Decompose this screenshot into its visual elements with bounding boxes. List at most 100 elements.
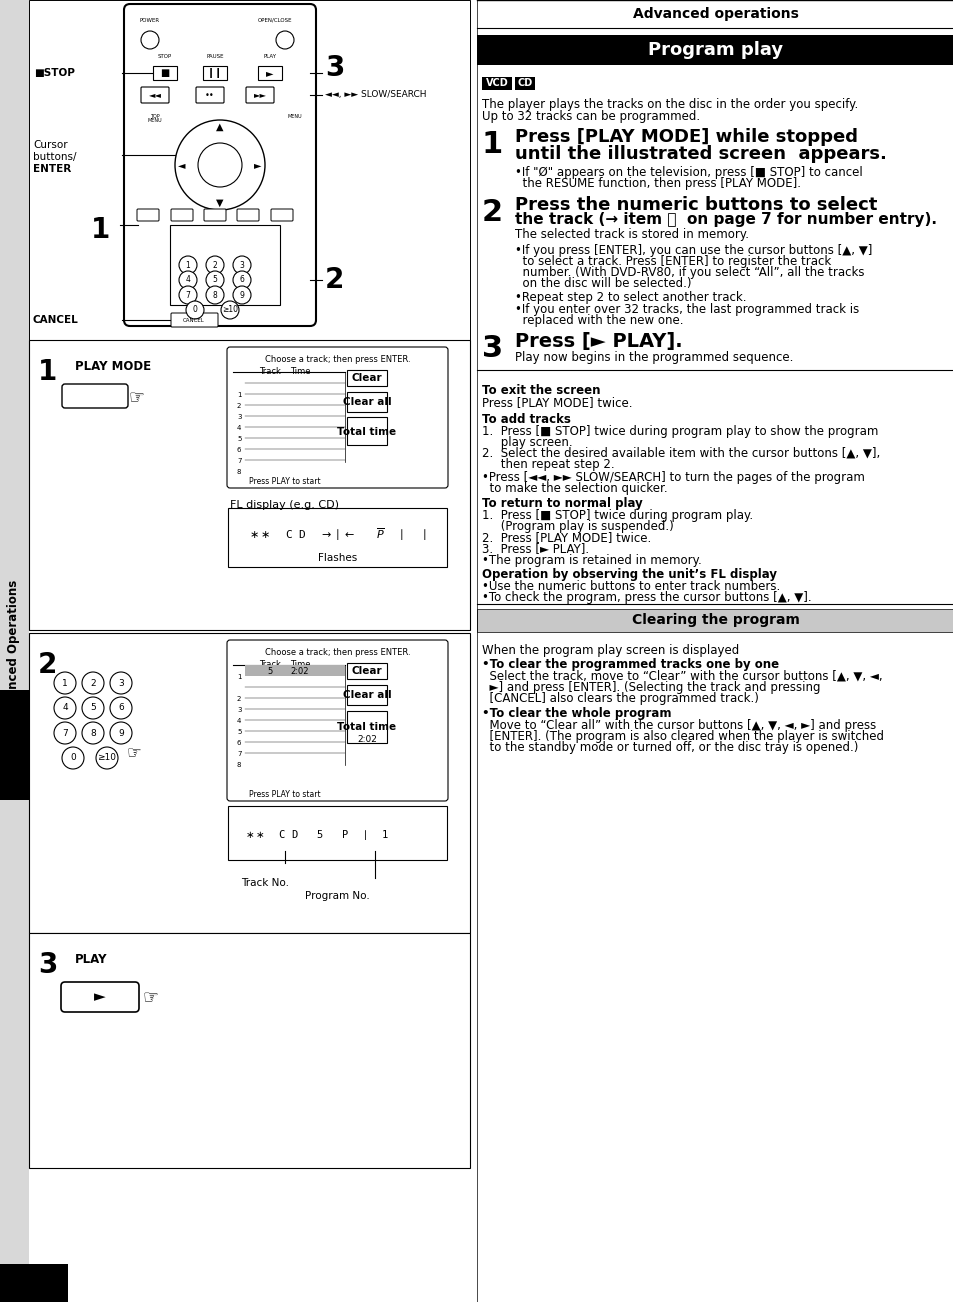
Text: ❙❙: ❙❙: [207, 68, 223, 78]
Circle shape: [141, 31, 159, 49]
FancyBboxPatch shape: [228, 806, 447, 861]
Text: When the program play screen is displayed: When the program play screen is displaye…: [481, 644, 739, 658]
Text: 1.  Press [■ STOP] twice during program play to show the program: 1. Press [■ STOP] twice during program p…: [481, 424, 878, 437]
Text: ▲: ▲: [216, 122, 224, 132]
Text: 3: 3: [481, 335, 502, 363]
Text: to select a track. Press [ENTER] to register the track: to select a track. Press [ENTER] to regi…: [515, 255, 830, 268]
Text: 9: 9: [239, 290, 244, 299]
Bar: [29, 934, 470, 1168]
Text: ■STOP: ■STOP: [34, 68, 74, 78]
Text: Play now begins in the programmed sequence.: Play now begins in the programmed sequen…: [515, 352, 793, 365]
Text: 5: 5: [267, 667, 273, 676]
Circle shape: [233, 286, 251, 303]
Text: [CANCEL] also clears the programmed track.): [CANCEL] also clears the programmed trac…: [481, 691, 758, 704]
Text: Time: Time: [290, 367, 310, 376]
Text: PAUSE: PAUSE: [206, 53, 224, 59]
Text: Move to “Clear all” with the cursor buttons [▲, ▼, ◄, ►] and press: Move to “Clear all” with the cursor butt…: [481, 719, 876, 732]
Text: 6: 6: [236, 740, 241, 746]
Text: PLAY: PLAY: [75, 953, 108, 966]
Text: Choose a track; then press ENTER.: Choose a track; then press ENTER.: [264, 355, 410, 365]
FancyBboxPatch shape: [246, 87, 274, 103]
Text: To exit the screen: To exit the screen: [481, 384, 599, 397]
Text: Track: Track: [259, 367, 280, 376]
Text: 2.  Select the desired available item with the cursor buttons [▲, ▼],: 2. Select the desired available item wit…: [481, 447, 880, 460]
Bar: [515, 77, 535, 90]
Text: •To clear the whole program: •To clear the whole program: [481, 707, 671, 720]
Text: ☞: ☞: [128, 388, 144, 406]
Text: Time: Time: [290, 660, 310, 669]
Text: 7: 7: [186, 290, 191, 299]
FancyBboxPatch shape: [347, 663, 387, 680]
Text: 1: 1: [186, 260, 191, 270]
Circle shape: [54, 697, 76, 719]
Text: 1: 1: [481, 130, 503, 159]
Circle shape: [206, 286, 224, 303]
Text: 3: 3: [118, 678, 124, 687]
Circle shape: [54, 723, 76, 743]
Bar: [476, 35, 953, 65]
FancyBboxPatch shape: [228, 508, 447, 566]
FancyBboxPatch shape: [203, 66, 227, 79]
Text: $\ast\ast$  C D  $\rightarrow\mid\leftarrow$   $\overline{P}$  $\mid$  $\mid$: $\ast\ast$ C D $\rightarrow\mid\leftarro…: [248, 526, 426, 543]
Bar: [29, 0, 470, 340]
Text: ▼: ▼: [216, 198, 224, 208]
Text: ☞: ☞: [127, 743, 142, 762]
Circle shape: [206, 256, 224, 273]
Circle shape: [110, 697, 132, 719]
Text: The selected track is stored in memory.: The selected track is stored in memory.: [515, 228, 748, 241]
Text: Advanced operations: Advanced operations: [632, 7, 798, 21]
Text: 8: 8: [236, 469, 241, 475]
Bar: [481, 77, 512, 90]
Text: 3: 3: [236, 707, 241, 713]
FancyBboxPatch shape: [152, 66, 177, 79]
FancyBboxPatch shape: [61, 982, 139, 1012]
Text: ◄◄, ►► SLOW/SEARCH: ◄◄, ►► SLOW/SEARCH: [325, 91, 426, 99]
Text: the track (→ item ⓐ  on page 7 for number entry).: the track (→ item ⓐ on page 7 for number…: [515, 212, 936, 227]
Text: 1.  Press [■ STOP] twice during program play.: 1. Press [■ STOP] twice during program p…: [481, 509, 752, 522]
Text: 1: 1: [236, 392, 241, 398]
Circle shape: [54, 672, 76, 694]
Text: Choose a track; then press ENTER.: Choose a track; then press ENTER.: [264, 648, 410, 658]
Circle shape: [275, 31, 294, 49]
Text: 3: 3: [236, 414, 241, 421]
Text: CD: CD: [517, 78, 532, 89]
Circle shape: [233, 271, 251, 289]
Text: 5: 5: [90, 703, 95, 712]
Text: Clearing the program: Clearing the program: [631, 613, 799, 628]
Text: Clear: Clear: [352, 667, 382, 676]
Circle shape: [179, 286, 196, 303]
Text: 0: 0: [71, 754, 76, 763]
Text: 6: 6: [239, 276, 244, 285]
Text: on the disc will be selected.): on the disc will be selected.): [515, 277, 691, 290]
Text: 6: 6: [118, 703, 124, 712]
FancyBboxPatch shape: [141, 87, 169, 103]
Text: Cursor: Cursor: [33, 141, 68, 150]
Text: Press [PLAY MODE] while stopped: Press [PLAY MODE] while stopped: [515, 128, 857, 146]
Text: Clear all: Clear all: [342, 690, 391, 700]
FancyBboxPatch shape: [195, 87, 224, 103]
Text: to the standby mode or turned off, or the disc tray is opened.): to the standby mode or turned off, or th…: [481, 741, 858, 754]
Text: Program No.: Program No.: [305, 891, 370, 901]
Text: ◄◄: ◄◄: [149, 91, 161, 99]
Text: 5: 5: [236, 729, 241, 736]
Text: Clear all: Clear all: [342, 397, 391, 408]
Text: ►: ►: [254, 160, 261, 171]
Text: •The program is retained in memory.: •The program is retained in memory.: [481, 553, 701, 566]
Text: ■: ■: [160, 68, 170, 78]
Text: STOP: STOP: [157, 53, 172, 59]
Text: Track: Track: [259, 660, 280, 669]
Text: 3.  Press [► PLAY].: 3. Press [► PLAY].: [481, 542, 589, 555]
Text: FL display (e.g. CD): FL display (e.g. CD): [230, 500, 338, 510]
Text: 2: 2: [91, 678, 95, 687]
Text: 2: 2: [38, 651, 57, 680]
Text: until the illustrated screen  appears.: until the illustrated screen appears.: [515, 145, 886, 163]
Text: To return to normal play: To return to normal play: [481, 497, 642, 510]
Bar: [0, 1264, 68, 1302]
Text: 6: 6: [236, 447, 241, 453]
Bar: [476, 609, 953, 631]
Text: MENU: MENU: [288, 115, 302, 118]
Circle shape: [82, 723, 104, 743]
Bar: [476, 0, 953, 29]
FancyBboxPatch shape: [227, 641, 448, 801]
Circle shape: [82, 697, 104, 719]
